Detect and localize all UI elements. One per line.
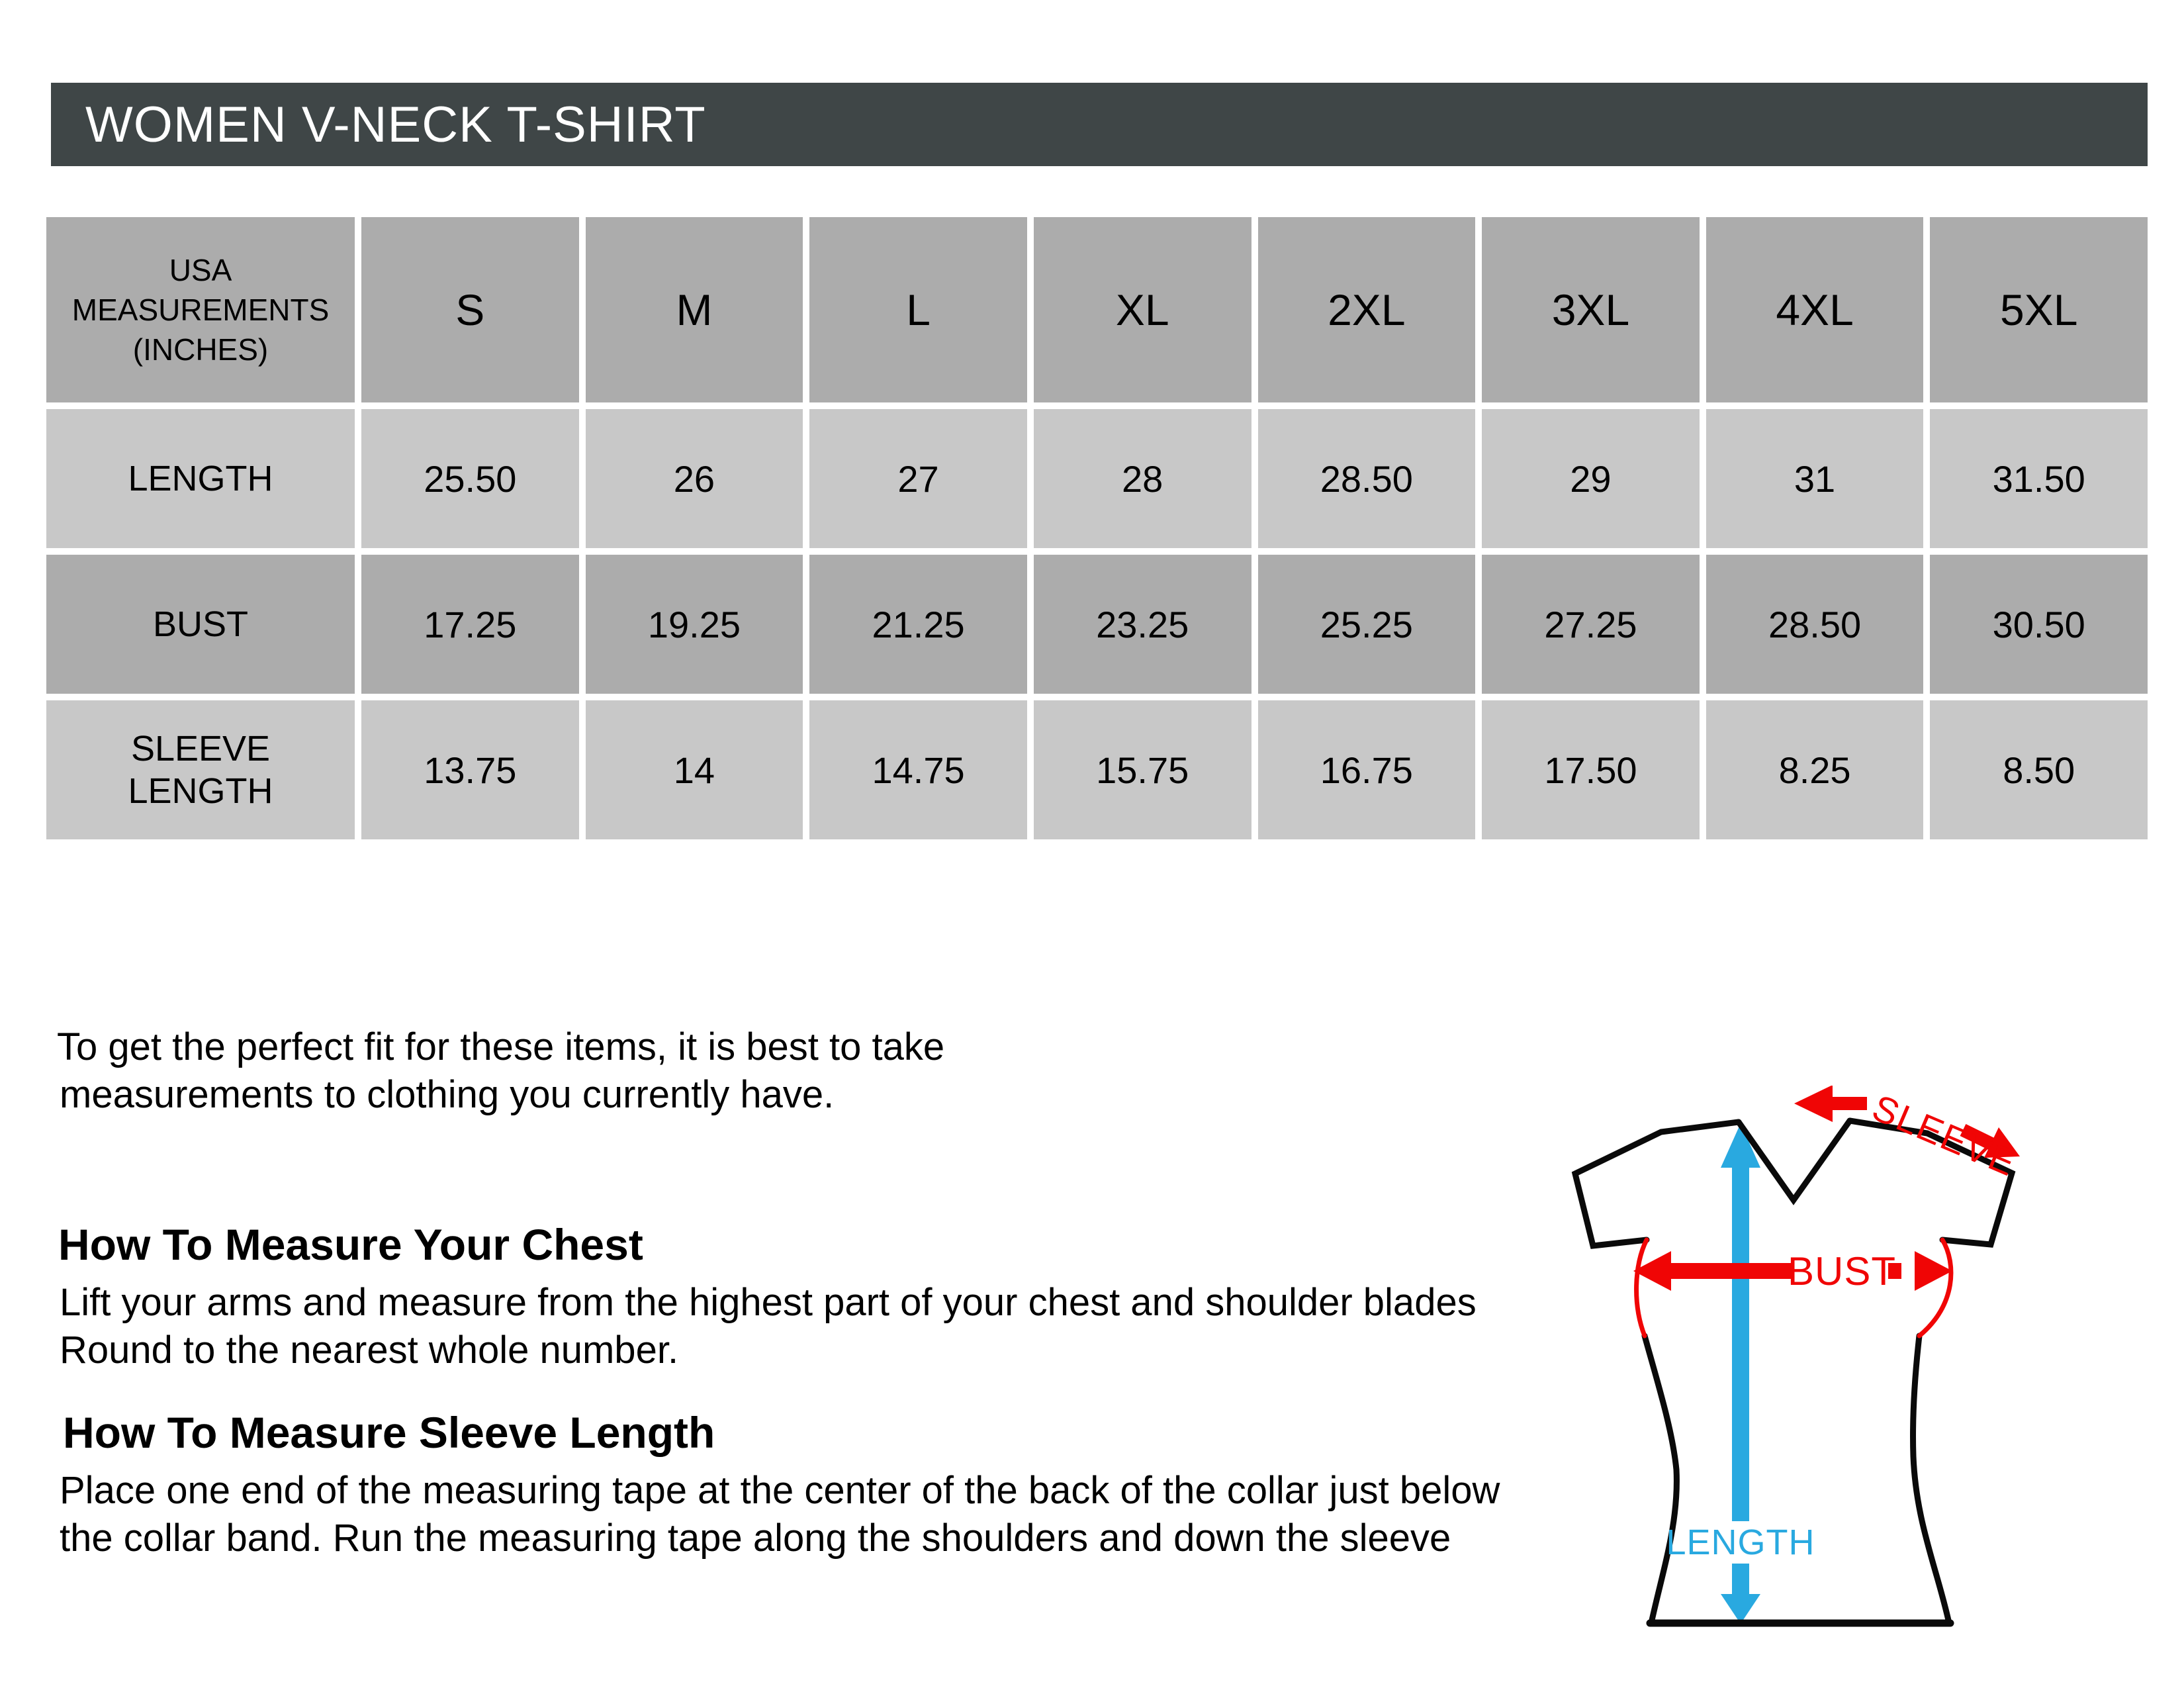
table-cell: 16.75	[1257, 700, 1476, 839]
bust-side-seam-arcs	[1634, 1237, 1954, 1338]
size-column-header: M	[585, 217, 803, 402]
size-column-header: 4XL	[1706, 217, 1924, 402]
table-cell: 14	[585, 700, 803, 839]
table-cell: 31	[1706, 409, 1924, 548]
bust-arrow	[1633, 1251, 1952, 1291]
table-cell: 25.50	[361, 409, 579, 548]
table-cell: 13.75	[361, 700, 579, 839]
table-cell: 28.50	[1257, 409, 1476, 548]
size-column-header: S	[361, 217, 579, 402]
tshirt-outline	[1571, 1117, 2016, 1627]
table-cell: 28.50	[1706, 555, 1924, 694]
table-cell: 26	[585, 409, 803, 548]
table-cell: 30.50	[1930, 555, 2148, 694]
row-label-bust: BUST	[46, 555, 355, 694]
page-title: WOMEN V-NECK T-SHIRT	[85, 96, 706, 153]
sleeve-instructions-line: Place one end of the measuring tape at t…	[60, 1469, 1500, 1512]
row-label-sleeve-length: SLEEVE LENGTH	[46, 700, 355, 839]
size-column-header: L	[809, 217, 1027, 402]
sleeve-arrow	[1794, 1086, 2020, 1158]
chest-instructions-line: Lift your arms and measure from the high…	[60, 1281, 1477, 1324]
intro-note-line: measurements to clothing you currently h…	[60, 1073, 835, 1116]
size-column-header: 2XL	[1257, 217, 1476, 402]
table-cell: 17.25	[361, 555, 579, 694]
sleeve-label: SLEEVE	[1866, 1086, 2023, 1184]
size-column-header: 5XL	[1930, 217, 2148, 402]
length-arrow	[1721, 1123, 1760, 1624]
tshirt-measurement-diagram: SLEEVE BUST LENGTH	[1571, 1086, 2023, 1627]
bust-label: BUST	[1788, 1249, 1896, 1293]
section-heading-sleeve: How To Measure Sleeve Length	[63, 1408, 715, 1457]
row-label-length: LENGTH	[46, 409, 355, 548]
size-column-header: XL	[1033, 217, 1251, 402]
table-corner-cell: USA MEASUREMENTS (INCHES)	[46, 217, 355, 402]
table-cell: 31.50	[1930, 409, 2148, 548]
table-cell: 19.25	[585, 555, 803, 694]
table-cell: 15.75	[1033, 700, 1251, 839]
intro-note-line: To get the perfect fit for these items, …	[57, 1025, 945, 1068]
length-label: LENGTH	[1666, 1523, 1815, 1562]
table-cell: 27.25	[1482, 555, 1700, 694]
table-cell: 21.25	[809, 555, 1027, 694]
table-cell: 23.25	[1033, 555, 1251, 694]
size-column-header: 3XL	[1482, 217, 1700, 402]
table-cell: 25.25	[1257, 555, 1476, 694]
title-bar: WOMEN V-NECK T-SHIRT	[51, 83, 2148, 166]
table-cell: 27	[809, 409, 1027, 548]
chest-instructions-line: Round to the nearest whole number.	[60, 1329, 679, 1372]
table-cell: 14.75	[809, 700, 1027, 839]
size-chart-table: USA MEASUREMENTS (INCHES) S M L XL 2XL 3…	[46, 217, 2148, 839]
table-cell: 29	[1482, 409, 1700, 548]
table-cell: 17.50	[1482, 700, 1700, 839]
table-cell: 28	[1033, 409, 1251, 548]
sleeve-instructions-line: the collar band. Run the measuring tape …	[60, 1517, 1451, 1560]
table-cell: 8.25	[1706, 700, 1924, 839]
section-heading-chest: How To Measure Your Chest	[58, 1220, 643, 1269]
table-cell: 8.50	[1930, 700, 2148, 839]
